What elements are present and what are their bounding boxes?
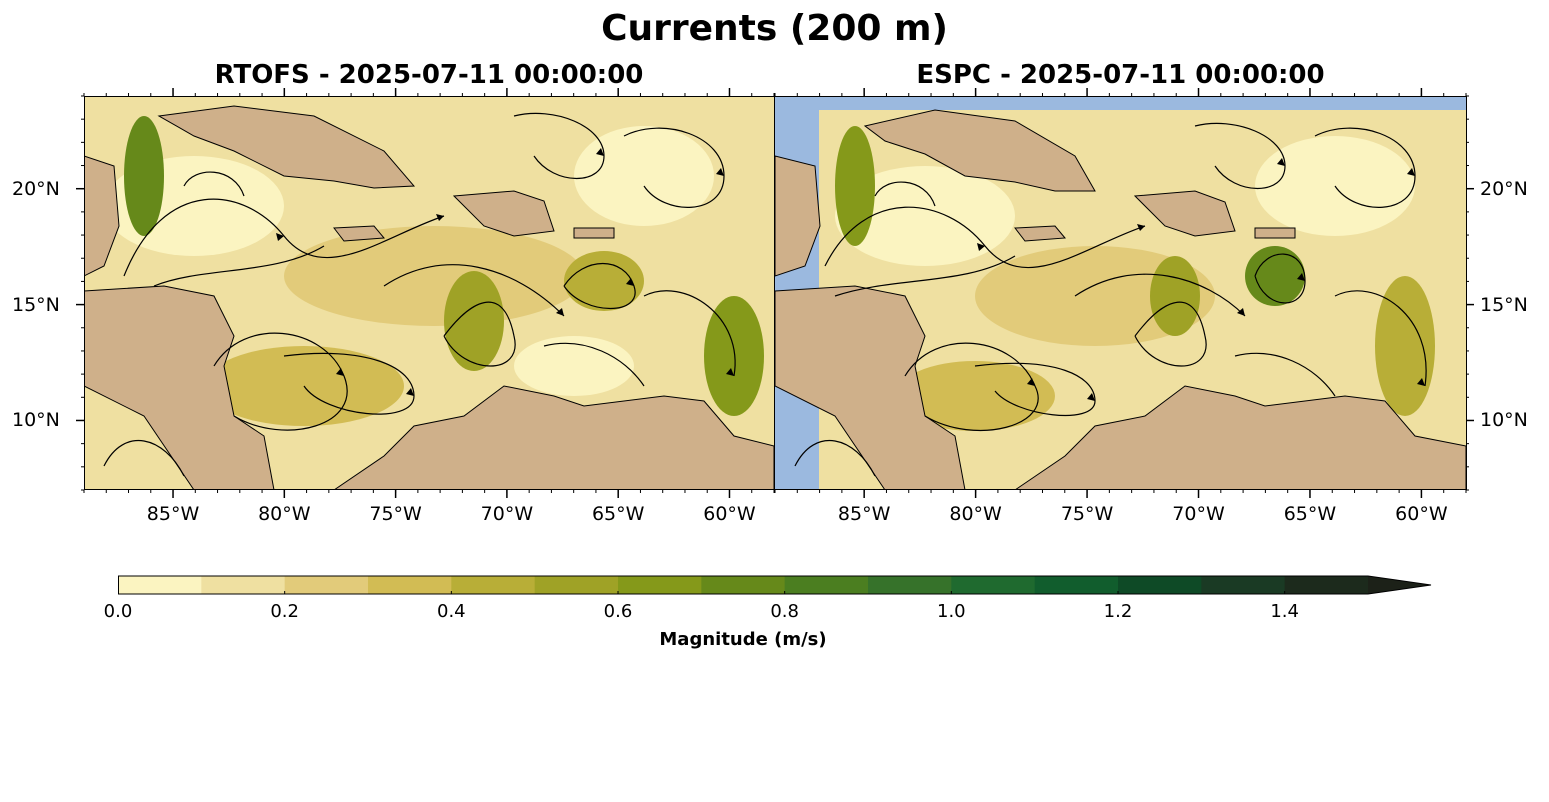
colorbar-segment (784, 576, 869, 594)
magnitude-patch (514, 336, 634, 396)
jamaica-landmass (333, 225, 386, 242)
no-data-strip (775, 96, 1466, 110)
colorbar-segment (368, 576, 452, 594)
colorbar-tick-label: 0.2 (270, 601, 299, 622)
magnitude-patch (835, 166, 1015, 266)
rtofs-lon-label: 60°W (703, 503, 756, 525)
colorbar-segment (701, 576, 786, 594)
magnitude-patch (1245, 246, 1305, 306)
colorbar-segment (201, 576, 286, 594)
lat-label-left: 20°N (12, 177, 60, 200)
colorbar-tick-label: 1.0 (937, 601, 966, 622)
colorbar-segment (534, 576, 619, 594)
lat-label-right: 15°N (1480, 293, 1528, 316)
yucatan-landmass (84, 155, 120, 277)
colorbar-tick-label: 0.4 (437, 601, 466, 622)
magnitude-patch (895, 361, 1055, 431)
rtofs-lon-label: 70°W (480, 503, 534, 525)
magnitude-patch (124, 116, 164, 236)
magnitude-patch (284, 226, 584, 326)
lat-label-right: 10°N (1480, 409, 1528, 432)
espc-panel-title: ESPC - 2025-07-11 00:00:00 (916, 60, 1325, 90)
espc-lon-label: 70°W (1172, 503, 1225, 525)
colorbar-segment (1034, 576, 1119, 594)
magnitude-patch (1150, 256, 1200, 336)
colorbar-segment (868, 576, 952, 594)
colorbar-segment (118, 576, 202, 594)
streamlines (103, 112, 736, 477)
figure-title: Currents (200 m) (601, 8, 948, 49)
magnitude-patch (444, 271, 504, 371)
colorbar-segment (1284, 576, 1369, 594)
rtofs-lon-label: 65°W (591, 503, 645, 525)
colorbar-tick-label: 0.0 (103, 601, 133, 622)
colorbar-tick-label: 1.4 (1270, 601, 1299, 622)
colorbar-segment (284, 576, 369, 594)
streamline-arrows (977, 158, 1425, 401)
espc-lon-label: 85°W (837, 503, 891, 525)
colorbar-label: Magnitude (m/s) (659, 629, 827, 650)
hispaniola-landmass (1133, 190, 1236, 237)
colorbar-tick-label: 0.8 (770, 601, 799, 622)
magnitude-patch (835, 126, 875, 246)
espc-lon-label: 80°W (949, 503, 1002, 525)
espc-lon-label: 60°W (1395, 503, 1448, 525)
espc-map (775, 96, 1466, 490)
colorbar-tick-label: 0.6 (603, 601, 633, 622)
rtofs-map (84, 96, 774, 490)
lat-label-left: 15°N (12, 293, 60, 316)
colorbar-segment (618, 576, 702, 594)
colorbar-extend-arrow (1368, 576, 1431, 594)
puerto-rico-landmass (573, 227, 615, 239)
south-america-landmass (333, 385, 774, 490)
central-america-landmass (84, 285, 275, 490)
colorbar-segment (951, 576, 1036, 594)
rtofs-panel-title: RTOFS - 2025-07-11 00:00:00 (214, 60, 644, 90)
central-america-landmass (775, 285, 966, 490)
rtofs-lon-label: 80°W (258, 503, 311, 525)
espc-lon-label: 75°W (1060, 503, 1114, 525)
lat-label-left: 10°N (12, 409, 60, 432)
cuba-landmass (157, 105, 416, 189)
rtofs-lon-label: 85°W (146, 503, 200, 525)
magnitude-patch (704, 296, 764, 416)
rtofs-lon-label: 75°W (369, 503, 422, 525)
yucatan-landmass (775, 155, 821, 277)
cuba-landmass (863, 109, 1096, 192)
espc-lon-label: 65°W (1283, 503, 1337, 525)
lat-label-right: 20°N (1480, 177, 1528, 200)
jamaica-landmass (1014, 225, 1067, 242)
south-america-landmass (1014, 385, 1466, 490)
colorbar (118, 575, 1432, 595)
puerto-rico-landmass (1254, 227, 1296, 239)
magnitude-patch (574, 126, 714, 226)
colorbar-tick-label: 1.2 (1103, 601, 1133, 622)
magnitude-patch (975, 246, 1215, 346)
streamlines (794, 122, 1427, 477)
colorbar-segment (1201, 576, 1286, 594)
colorbar-segment (1118, 576, 1202, 594)
colorbar-segment (451, 576, 536, 594)
hispaniola-landmass (452, 190, 555, 237)
streamline-arrows (276, 148, 734, 396)
magnitude-patch (564, 251, 644, 311)
